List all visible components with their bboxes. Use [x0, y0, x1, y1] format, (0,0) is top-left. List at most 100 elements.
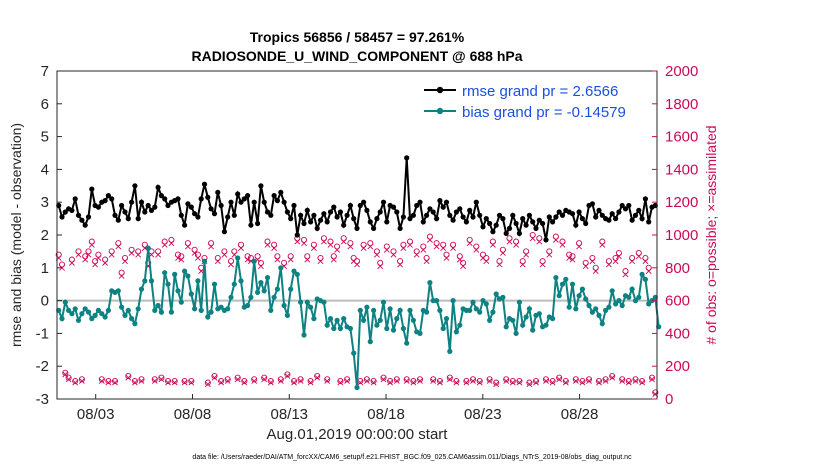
obs-assimilated-point [194, 255, 201, 261]
obs-possible-point [622, 268, 629, 275]
obs-assimilated-point [78, 378, 85, 384]
rmse-point [579, 216, 586, 222]
rmse-point [261, 199, 267, 205]
obs-assimilated-point [446, 376, 453, 383]
obs-assimilated-point [307, 379, 314, 386]
obs-assimilated-point [175, 255, 181, 261]
rmse-point [341, 222, 347, 228]
rmse-point [271, 193, 277, 199]
obs-assimilated-point [363, 378, 370, 384]
obs-possible-point [55, 251, 62, 258]
rmse-point [576, 209, 582, 215]
bias-point [593, 306, 599, 312]
bias-point [235, 255, 241, 261]
chart-title: Tropics 56856 / 58457 = 97.261% [250, 29, 465, 45]
obs-assimilated-point [138, 378, 145, 384]
obs-possible-point [211, 372, 218, 380]
obs-possible-point [380, 374, 387, 381]
bias-point [629, 286, 635, 292]
legend-rmse-label: rmse grand pr = 2.6566 [462, 83, 618, 100]
obs-assimilated-point [476, 379, 483, 386]
rmse-point [225, 214, 231, 220]
bias-point [450, 298, 456, 304]
rmse-point [354, 225, 360, 231]
obs-assimilated-point [513, 241, 520, 248]
obs-assimilated-point [635, 253, 642, 260]
obs-possible-point [532, 377, 540, 385]
rmse-point [138, 199, 145, 205]
y-right-tick-label: 800 [665, 260, 690, 277]
y-right-tick-label: 600 [665, 293, 690, 310]
bias-point [626, 294, 632, 300]
rmse-point [231, 212, 237, 218]
bias-point [175, 288, 181, 294]
rmse-point [490, 229, 496, 235]
obs-assimilated-point [473, 246, 480, 253]
obs-possible-point [168, 236, 175, 243]
obs-possible-point [619, 376, 626, 383]
obs-possible-point [387, 377, 394, 385]
obs-assimilated-point [619, 378, 626, 384]
rmse-point [364, 207, 370, 213]
rmse-point [129, 199, 135, 205]
rmse-point [480, 224, 486, 230]
rmse-point [390, 204, 397, 210]
obs-possible-point [367, 240, 374, 247]
y-left-tick-label: -1 [36, 325, 49, 342]
obs-assimilated-point [108, 251, 115, 258]
obs-possible-point [307, 377, 314, 385]
obs-possible-point [393, 376, 400, 383]
obs-assimilated-point [92, 261, 99, 268]
bias-point [231, 281, 237, 287]
obs-possible-point [300, 236, 308, 243]
obs-possible-point [615, 249, 622, 257]
rmse-point [82, 222, 88, 228]
obs-possible-point [416, 376, 424, 383]
obs-assimilated-point [211, 374, 218, 381]
obs-possible-point [446, 374, 453, 381]
obs-assimilated-point [234, 376, 241, 383]
obs-possible-point [85, 248, 92, 255]
rmse-point [281, 199, 287, 205]
bias-point [576, 293, 582, 299]
obs-possible-point [632, 376, 639, 383]
rmse-point [493, 222, 499, 228]
obs-assimilated-point [417, 378, 423, 384]
obs-assimilated-point [168, 240, 175, 247]
obs-assimilated-point [188, 379, 195, 386]
rmse-point [516, 230, 523, 236]
obs-possible-point [526, 379, 533, 386]
rmse-point [162, 196, 168, 202]
obs-assimilated-point [546, 251, 553, 258]
rmse-point [380, 199, 387, 205]
rmse-point [79, 217, 85, 223]
obs-possible-point [221, 248, 228, 255]
obs-assimilated-point [387, 379, 394, 386]
rmse-point [288, 216, 294, 222]
obs-possible-point [569, 253, 576, 260]
obs-assimilated-point [615, 253, 622, 260]
bias-point [397, 307, 403, 313]
rmse-point [215, 189, 221, 195]
obs-assimilated-point [622, 271, 629, 278]
obs-possible-point [443, 251, 450, 258]
obs-assimilated-point [337, 379, 344, 386]
obs-assimilated-point [572, 378, 579, 384]
obs-possible-point [579, 377, 586, 385]
bias-point [334, 317, 340, 323]
rmse-point [152, 204, 158, 210]
rmse-point [337, 209, 343, 215]
rmse-point [540, 220, 546, 227]
bias-point [619, 302, 625, 309]
bias-point [390, 327, 397, 333]
rmse-point [453, 209, 459, 215]
obs-possible-point [469, 376, 477, 383]
bias-point [251, 258, 257, 264]
obs-possible-point [344, 376, 351, 383]
rmse-point [148, 207, 155, 213]
obs-possible-point [645, 264, 652, 271]
y-right-tick-label: 0 [665, 391, 673, 408]
rmse-point [440, 204, 446, 210]
obs-assimilated-point [460, 263, 467, 270]
